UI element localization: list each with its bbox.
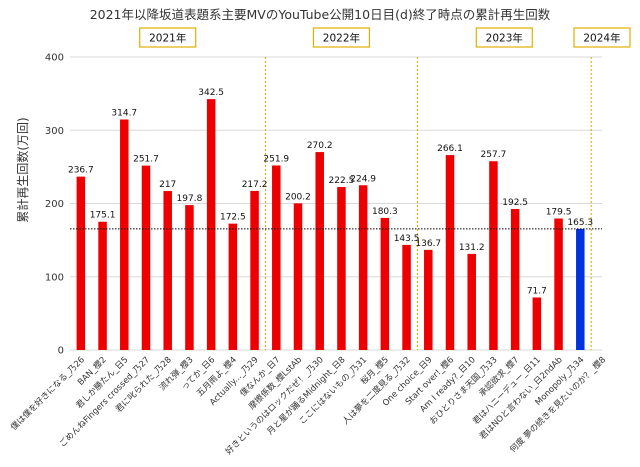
year-box [475,27,533,48]
y-tick-label: 200 [45,199,64,210]
bar [141,165,151,350]
value-label: 342.5 [198,88,224,98]
bar [98,221,107,350]
x-tick-label: 僕は僕を好きになる_乃26 [8,354,87,433]
year-labels: 2021年 2022年 2023年 2024年 [139,27,631,48]
bar [228,223,238,350]
value-label: 179.5 [546,208,572,218]
value-label: 266.1 [437,144,463,154]
bar [402,244,411,350]
value-label: 192.5 [502,198,528,208]
year-box [573,27,631,48]
year-label: 2022年 [323,32,360,45]
value-label: 257.7 [481,150,507,160]
year-label: 2023年 [486,32,523,45]
y-axis-label: 累計再生回数(万回) [15,117,30,222]
value-label: 71.7 [527,286,547,296]
bar [424,249,433,350]
value-label: 236.7 [68,166,94,176]
bar [163,191,172,350]
bar [554,218,563,350]
y-tick-label: 300 [45,126,64,137]
value-label: 217 [159,180,176,190]
chart-title: 2021年以降坂道表題系主要MVのYouTube公開10日目(d)終了時点の累計… [90,7,551,22]
value-label: 131.2 [459,243,485,253]
bar [532,297,542,350]
bar [489,161,498,350]
bar [510,208,520,350]
value-label: 197.8 [177,194,203,204]
bar [250,190,259,350]
value-label: 251.7 [133,155,159,165]
value-label: 314.7 [111,108,137,118]
y-tick-label: 100 [45,272,64,283]
value-label: 222.5 [329,176,355,186]
value-label: 180.3 [372,207,398,217]
value-label: 172.5 [220,213,246,223]
value-label: 217.2 [242,180,268,190]
year-box [312,27,371,48]
value-label: 175.1 [90,211,116,221]
bar [76,176,86,350]
bar [467,253,476,350]
value-label: 200.2 [285,192,311,202]
year-dividers [264,57,592,350]
year-label: 2024年 [583,32,620,45]
year-label: 2021年 [149,32,186,45]
bar [315,152,324,350]
bar [380,217,390,350]
value-label: 143.5 [394,234,420,244]
value-label: 165.3 [567,218,593,228]
bar [120,119,129,351]
bars [76,99,585,351]
bar [206,99,216,351]
y-tick-label: 400 [45,53,64,64]
bar [185,205,194,350]
bar [445,155,455,350]
value-label: 224.9 [350,174,376,184]
value-label: 251.9 [263,154,289,164]
bar [293,203,303,350]
bar [576,228,585,350]
x-tick-labels: 僕は僕を好きになる_乃26BAN_櫻2君しか勝たん_日5ごめんねFingers … [8,354,608,457]
value-label: 136.7 [415,239,441,249]
bar [358,185,368,350]
y-tick-label: 0 [58,346,64,357]
bar [337,187,346,350]
value-label: 270.2 [307,141,333,151]
bar [272,165,281,350]
year-box [139,27,197,48]
